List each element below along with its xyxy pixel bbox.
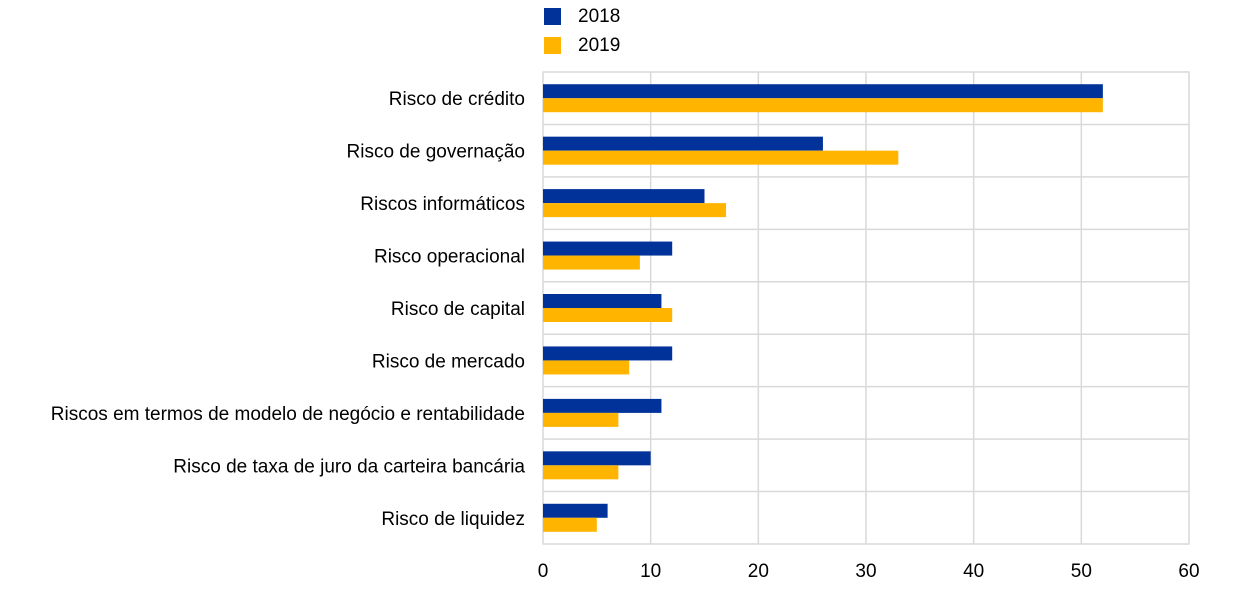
bar-2018 <box>543 241 673 256</box>
legend-item-2019: 2019 <box>544 35 620 56</box>
category-label: Risco de crédito <box>389 89 525 110</box>
category-label: Risco de capital <box>391 299 525 320</box>
x-tick-label: 20 <box>748 561 769 582</box>
chart-legend: 2018 2019 <box>544 6 620 64</box>
bar-2018 <box>543 346 673 361</box>
bar-2018 <box>543 294 662 308</box>
bar-2018 <box>543 84 1103 99</box>
x-tick-label: 30 <box>855 561 876 582</box>
x-tick-label: 0 <box>538 561 549 582</box>
bar-2019 <box>543 150 899 165</box>
bar-2019 <box>543 203 727 218</box>
category-label: Riscos em termos de modelo de negócio e … <box>51 404 525 425</box>
legend-label-2018: 2018 <box>578 5 621 27</box>
bar-2019 <box>543 412 619 427</box>
bar-2019 <box>543 98 1103 113</box>
bar-2018 <box>543 136 823 151</box>
bar-2018 <box>543 451 651 466</box>
legend-swatch-2018 <box>544 8 561 25</box>
category-label: Risco de taxa de juro da carteira bancár… <box>173 456 525 477</box>
bar-2018 <box>543 189 705 204</box>
category-label: Riscos informáticos <box>360 194 525 215</box>
x-tick-label: 40 <box>963 561 984 582</box>
x-tick-label: 60 <box>1178 561 1199 582</box>
bar-2019 <box>543 255 640 270</box>
category-label: Risco de governação <box>347 142 526 163</box>
bar-2019 <box>543 360 630 375</box>
category-label: Risco operacional <box>374 247 525 268</box>
bar-2019 <box>543 517 597 532</box>
category-label: Risco de liquidez <box>381 509 525 530</box>
x-tick-label: 50 <box>1071 561 1092 582</box>
bar-2019 <box>543 308 673 322</box>
bar-2019 <box>543 465 619 480</box>
bar-2018 <box>543 398 662 413</box>
bar-2018 <box>543 503 608 518</box>
legend-label-2019: 2019 <box>578 34 621 56</box>
x-tick-label: 10 <box>640 561 661 582</box>
legend-swatch-2019 <box>544 37 561 54</box>
category-label: Risco de mercado <box>372 351 525 372</box>
legend-item-2018: 2018 <box>544 6 620 27</box>
